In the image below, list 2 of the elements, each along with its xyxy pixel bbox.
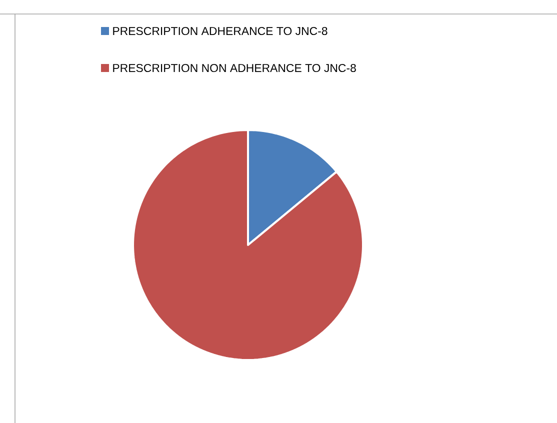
legend-label: PRESCRIPTION ADHERANCE TO JNC-8 (113, 26, 328, 36)
legend-label: PRESCRIPTION NON ADHERANCE TO JNC-8 (113, 64, 356, 72)
